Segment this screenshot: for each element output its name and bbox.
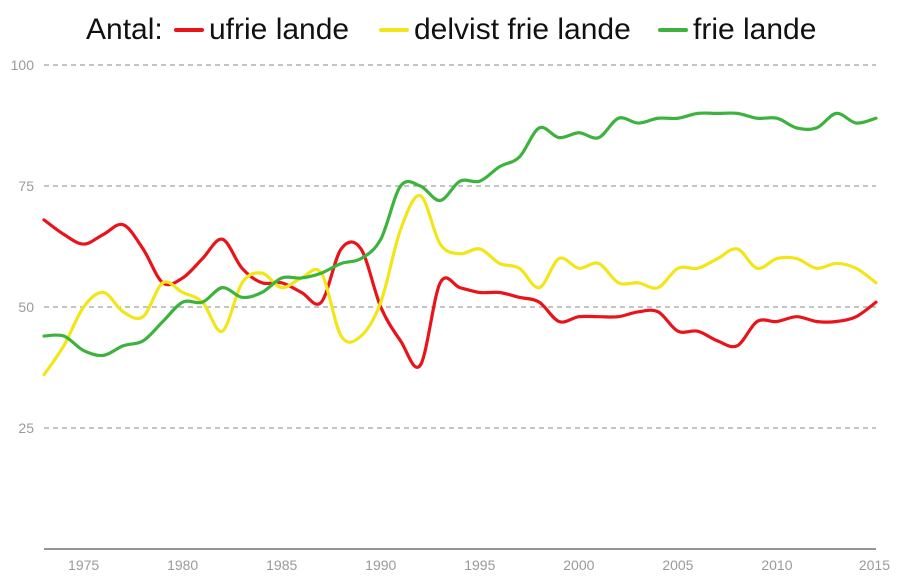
x-tick-label: 1995 xyxy=(464,557,495,573)
y-tick-label: 100 xyxy=(11,57,35,73)
x-tick-label: 2000 xyxy=(563,557,594,573)
y-tick-label: 50 xyxy=(18,299,34,315)
gridlines xyxy=(44,64,876,429)
x-tick-label: 2015 xyxy=(859,557,890,573)
series-line-ufrie-lande xyxy=(42,218,878,369)
legend-label-ufrie-lande: ufrie lande xyxy=(209,13,349,46)
legend-label-frie-lande: frie lande xyxy=(693,13,816,46)
y-tick-label: 25 xyxy=(18,420,34,436)
series-line-delvist-frie-lande xyxy=(42,194,878,377)
x-tick-label: 2005 xyxy=(662,557,693,573)
y-axis-ticks: 25 50 75 100 xyxy=(11,57,35,436)
x-tick-label: 1985 xyxy=(266,557,297,573)
x-tick-label: 1980 xyxy=(167,557,198,573)
x-axis-ticks: 1975 1980 1985 1990 1995 2000 2005 2010 2015 xyxy=(68,557,890,573)
x-tick-label: 1975 xyxy=(68,557,99,573)
legend-title: Antal: xyxy=(86,13,163,46)
x-tick-label: 2010 xyxy=(761,557,792,573)
series-line-frie-lande xyxy=(42,111,878,358)
legend-label-delvist-frie-lande: delvist frie lande xyxy=(414,13,631,46)
series-lines xyxy=(42,111,878,377)
x-tick-label: 1990 xyxy=(365,557,396,573)
legend: Antal: ufrie lande delvist frie lande frie… xyxy=(86,13,816,46)
y-tick-label: 75 xyxy=(18,178,34,194)
